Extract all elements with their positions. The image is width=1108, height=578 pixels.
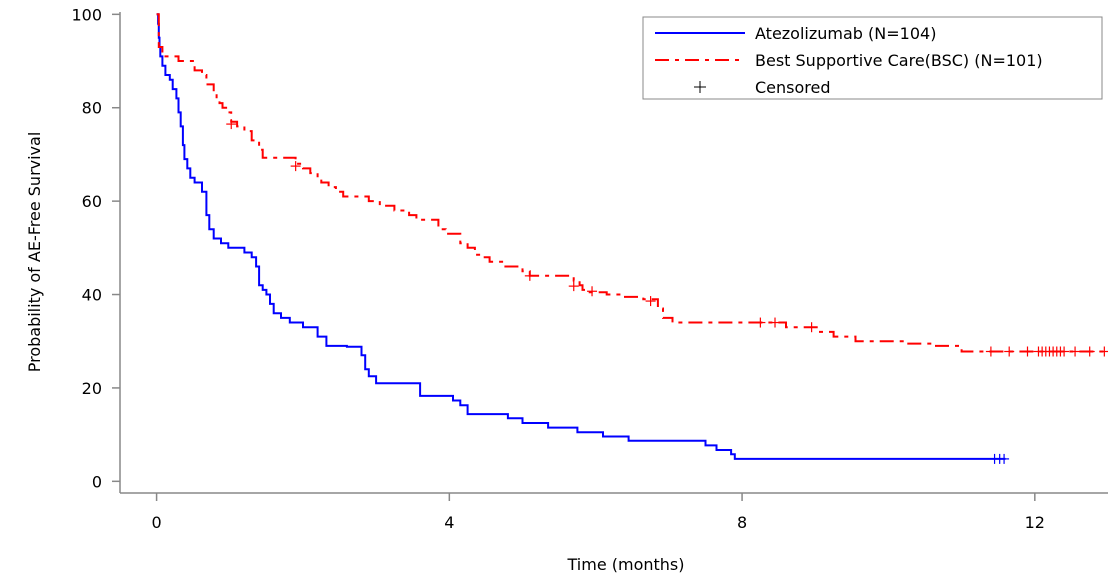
censor-mark [806,322,817,333]
censor-mark [999,453,1010,464]
censor-mark [1022,346,1033,357]
legend-label-bsc: Best Supportive Care(BSC) (N=101) [755,51,1043,70]
censor-mark [770,317,781,328]
y-tick-label: 100 [71,5,102,24]
censor-mark [226,119,237,130]
censor-mark [524,270,535,281]
y-tick-label: 80 [82,99,102,118]
censor-mark [985,346,996,357]
legend-label-atezolizumab: Atezolizumab (N=104) [755,24,936,43]
censor-mark [1070,346,1081,357]
x-tick-label: 8 [737,513,747,532]
x-tick-label: 12 [1025,513,1045,532]
y-tick-label: 60 [82,192,102,211]
y-tick-label: 40 [82,286,102,305]
censor-mark [290,161,301,172]
y-axis-ticks: 0 20 40 60 80 100 [71,5,120,491]
censor-mark [755,317,766,328]
y-tick-label: 0 [92,472,102,491]
censor-mark [1059,346,1070,357]
y-axis-title: Probability of AE-Free Survival [25,132,44,373]
censor-mark [1004,346,1015,357]
legend: Atezolizumab (N=104) Best Supportive Car… [642,16,1103,100]
censor-mark [587,286,598,297]
x-tick-label: 0 [151,513,161,532]
x-tick-label: 4 [444,513,454,532]
survival-curve-atezolizumab [156,13,1006,460]
legend-label-censored: Censored [755,78,831,97]
x-axis-ticks: 0 4 8 12 [151,493,1045,532]
legend-symbol-censored [694,81,706,93]
plot-frame [119,12,1108,494]
series-layer [156,13,1108,464]
x-axis-title: Time (months) [567,555,685,574]
y-tick-label: 20 [82,379,102,398]
legend-box [642,16,1103,100]
censor-mark [1099,346,1108,357]
censor-mark [1084,346,1095,357]
censor-mark [645,296,656,307]
censor-mark [568,281,579,292]
survival-curve-bsc [156,13,1108,353]
